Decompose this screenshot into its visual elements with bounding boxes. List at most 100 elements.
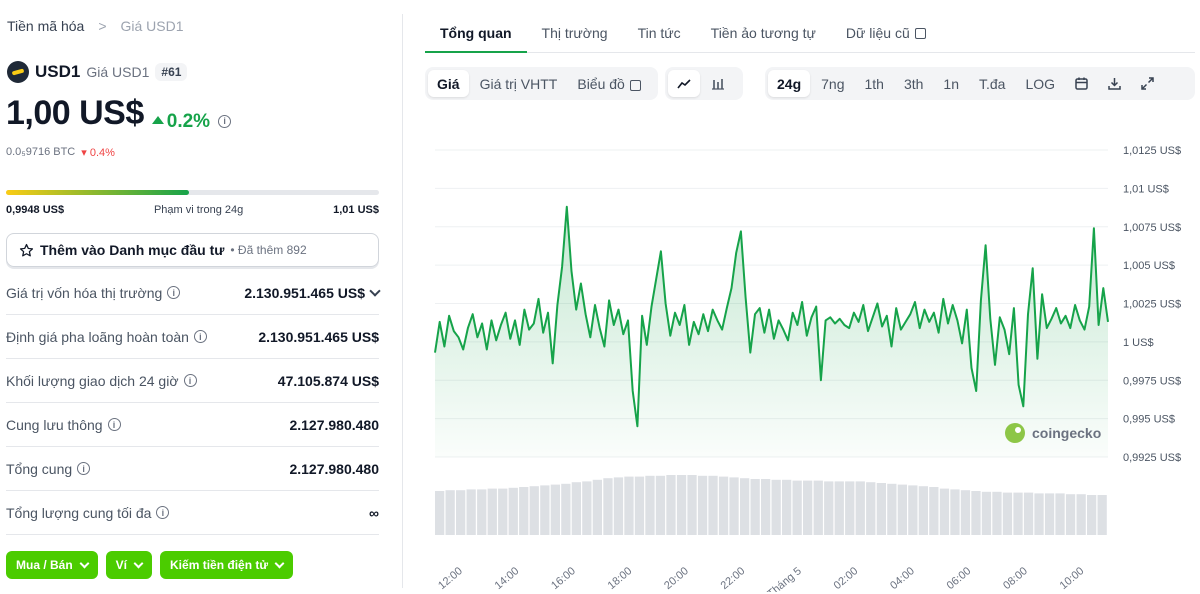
volume-bar xyxy=(655,475,666,535)
line-chart-button[interactable] xyxy=(668,70,700,97)
add-to-portfolio-button[interactable]: Thêm vào Danh mục đầu tư • Đã thêm 892 xyxy=(6,233,379,267)
volume-bar xyxy=(550,484,560,535)
y-tick-label: 1,0025 US$ xyxy=(1123,299,1181,311)
volume-bar xyxy=(1023,492,1034,535)
range-low: 0,9948 US$ xyxy=(6,204,65,216)
info-icon[interactable]: i xyxy=(77,462,91,475)
volume-bar xyxy=(508,487,518,535)
view-market-cap-button[interactable]: Giá trị VHTT xyxy=(479,75,558,92)
breadcrumb-cryptocurrencies-link[interactable]: Tiền mã hóa xyxy=(7,18,85,34)
download-button[interactable] xyxy=(1099,70,1130,97)
range-24h-button[interactable]: 24g xyxy=(768,70,811,97)
panel-divider xyxy=(402,14,403,588)
volume-bar xyxy=(603,478,613,535)
fullscreen-button[interactable] xyxy=(1132,70,1163,97)
coin-subtitle: Giá USD1 xyxy=(86,64,150,80)
calendar-icon xyxy=(1075,77,1088,90)
tab-bar: Tổng quan Thị trường Tin tức Tiền ảo tươ… xyxy=(425,16,1195,53)
volume-bar xyxy=(929,487,939,535)
range-1y-button[interactable]: 1n xyxy=(943,75,959,92)
price-chart[interactable]: 1,0125 US$ 1,01 US$ 1,0075 US$ 1,005 US$ 1,0… xyxy=(425,130,1195,592)
stat-label: Giá trị vốn hóa thị trường xyxy=(6,284,163,301)
tab-markets[interactable]: Thị trường xyxy=(541,25,608,41)
rank-badge: #61 xyxy=(155,63,188,81)
info-icon[interactable]: i xyxy=(193,330,207,343)
volume-bar xyxy=(540,485,550,535)
coin-header: USD1 Giá USD1 #61 xyxy=(7,61,188,83)
info-icon[interactable]: i xyxy=(156,506,170,519)
y-tick-label: 1,01 US$ xyxy=(1123,183,1169,195)
buy-sell-button[interactable]: Mua / Bán xyxy=(6,551,98,579)
tab-similar-coins[interactable]: Tiền ảo tương tự xyxy=(710,25,816,41)
coin-name: USD1 xyxy=(35,62,81,81)
stat-volume-24h: Khối lượng giao dịch 24 giờ i 47.105.874 … xyxy=(6,359,379,403)
line-chart-icon xyxy=(677,78,691,88)
volume-bar xyxy=(666,475,676,535)
external-link-icon xyxy=(629,79,641,91)
stat-label: Cung lưu thông xyxy=(6,416,103,433)
tab-overview[interactable]: Tổng quan xyxy=(425,16,527,53)
candle-chart-button[interactable] xyxy=(702,70,734,97)
info-icon[interactable]: i xyxy=(183,374,197,387)
volume-bar xyxy=(1065,494,1076,535)
volume-bar xyxy=(992,491,1002,535)
stat-label: Định giá pha loãng hoàn toàn xyxy=(6,328,189,345)
chevron-down-icon xyxy=(133,558,144,568)
volume-bar xyxy=(571,482,581,535)
info-icon[interactable]: i xyxy=(167,286,181,299)
download-icon xyxy=(1108,78,1121,90)
wallet-button[interactable]: Ví xyxy=(105,551,153,579)
stat-value: 2.130.951.465 US$ xyxy=(258,328,379,345)
calendar-button[interactable] xyxy=(1066,70,1097,97)
stat-market-cap: Giá trị vốn hóa thị trường i 2.130.951.46… xyxy=(6,271,381,315)
volume-bar xyxy=(687,475,697,535)
range-7d-button[interactable]: 7ng xyxy=(821,75,845,92)
info-icon[interactable]: i xyxy=(107,418,121,431)
range-3m-button[interactable]: 3th xyxy=(903,75,924,92)
volume-bar xyxy=(813,480,823,535)
x-tick-label: 22:00 xyxy=(719,565,748,592)
volume-bar xyxy=(1044,493,1055,535)
expand-icon xyxy=(1141,77,1154,90)
earn-crypto-button[interactable]: Kiếm tiền điện tử xyxy=(160,551,294,579)
portfolio-count: • Đã thêm 892 xyxy=(230,243,307,257)
breadcrumb: Tiền mã hóa > Giá USD1 xyxy=(7,18,184,34)
usd1-logo-icon xyxy=(7,61,29,83)
view-price-button[interactable]: Giá xyxy=(428,70,469,97)
volume-bar xyxy=(498,488,508,535)
volume-bar xyxy=(718,476,729,535)
range-max-button[interactable]: T.đa xyxy=(979,75,1006,92)
volume-bar xyxy=(845,481,855,535)
buy-sell-label: Mua / Bán xyxy=(16,558,73,572)
volume-bar xyxy=(529,486,539,535)
volume-bar xyxy=(803,480,813,535)
range-1m-button[interactable]: 1th xyxy=(864,75,884,92)
view-tradingview-button[interactable]: Biểu đồ xyxy=(568,70,649,97)
x-axis-labels: 12:00 14:00 16:00 18:00 20:00 22:00 5. Tháng 5… xyxy=(436,565,1086,592)
candlestick-icon xyxy=(712,78,724,90)
range-24h-labels: 0,9948 US$ Phạm vi trong 24g 1,01 US$ xyxy=(6,204,379,216)
stat-total-supply: Tổng cung i 2.127.980.480 xyxy=(6,447,379,491)
volume-bar xyxy=(1013,492,1023,535)
price-change-value: 0.2% xyxy=(166,111,211,132)
y-tick-label: 1,0125 US$ xyxy=(1123,145,1181,157)
stat-value[interactable]: 2.130.951.465 US$ xyxy=(244,284,381,301)
market-cap-value: 2.130.951.465 US$ xyxy=(244,284,365,301)
log-scale-button[interactable]: LOG xyxy=(1025,75,1056,92)
volume-bar xyxy=(592,479,602,535)
price-row: 1,00 US$ 0.2% i xyxy=(6,94,232,133)
volume-bar xyxy=(897,484,907,535)
volume-bar xyxy=(1087,495,1097,535)
volume-bar xyxy=(761,479,771,535)
info-icon[interactable]: i xyxy=(218,114,232,128)
volume-bar xyxy=(855,481,865,535)
range-24h-bar xyxy=(6,190,379,195)
tab-news[interactable]: Tin tức xyxy=(637,25,681,41)
x-tick-label: 18:00 xyxy=(606,565,635,592)
stat-fdv: Định giá pha loãng hoàn toàn i 2.130.951.… xyxy=(6,315,379,359)
volume-bar xyxy=(939,488,950,535)
range-label: Phạm vi trong 24g xyxy=(153,204,244,216)
volume-bar xyxy=(1034,493,1044,535)
volume-bar xyxy=(613,477,624,535)
tab-historical-data[interactable]: Dữ liệu cũ xyxy=(831,16,941,53)
